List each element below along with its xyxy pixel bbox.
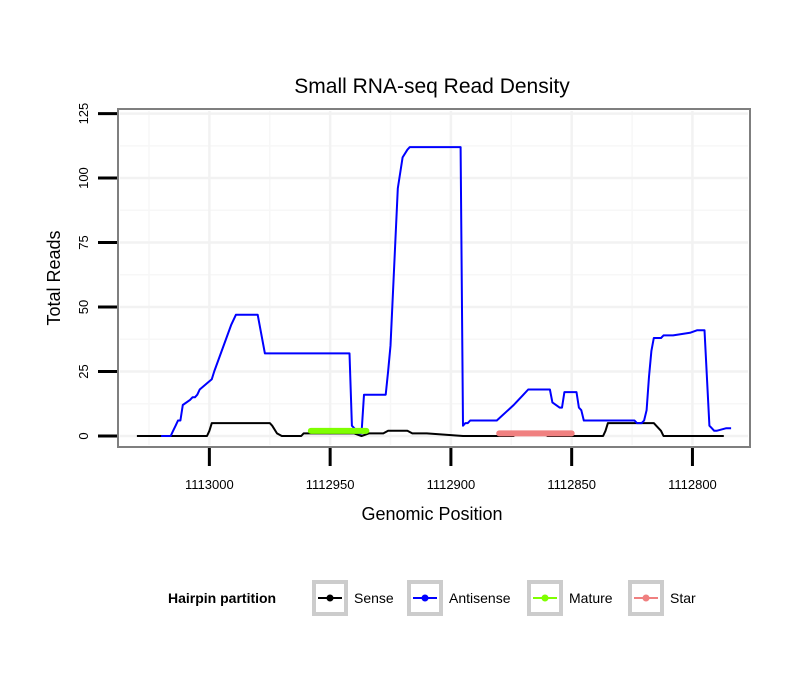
legend-key-point bbox=[421, 594, 429, 602]
legend-label-antisense: Antisense bbox=[449, 590, 511, 606]
legend-entry-mature: Mature bbox=[527, 580, 613, 616]
x-tick-label: 1112850 bbox=[547, 477, 596, 492]
chart-title: Small RNA-seq Read Density bbox=[294, 75, 570, 98]
y-tick-label: 50 bbox=[76, 300, 91, 314]
legend-entry-antisense: Antisense bbox=[407, 580, 511, 616]
series-line-sense bbox=[136, 422, 724, 437]
y-axis-label: Total Reads bbox=[44, 230, 64, 325]
plot-frame bbox=[117, 108, 751, 448]
x-tick-label: 1112900 bbox=[427, 477, 476, 492]
x-axis-label: Genomic Position bbox=[361, 504, 502, 524]
y-tick-label: 125 bbox=[76, 103, 91, 125]
y-tick-label: 25 bbox=[76, 364, 91, 378]
legend-entry-sense: Sense bbox=[312, 580, 394, 616]
x-tick-label: 1112950 bbox=[306, 477, 355, 492]
legend-entry-star: Star bbox=[628, 580, 696, 616]
legend-label-sense: Sense bbox=[354, 590, 394, 606]
legend-key-point bbox=[642, 594, 650, 602]
x-tick-label: 1113000 bbox=[185, 477, 234, 492]
legend-key-point bbox=[326, 594, 334, 602]
x-tick-label: 1112800 bbox=[668, 477, 717, 492]
y-tick-label: 100 bbox=[76, 167, 91, 189]
legend-key-point bbox=[541, 594, 549, 602]
y-tick-label: 75 bbox=[76, 235, 91, 249]
legend: Hairpin partition Sense Antisense Mature St… bbox=[168, 580, 696, 616]
y-tick-label: 0 bbox=[76, 432, 91, 439]
grid bbox=[120, 111, 748, 445]
series-line-antisense bbox=[161, 146, 732, 437]
legend-label-mature: Mature bbox=[569, 590, 613, 606]
legend-title: Hairpin partition bbox=[168, 590, 276, 606]
legend-label-star: Star bbox=[670, 590, 696, 606]
series-layer bbox=[136, 146, 732, 437]
axis-ticks: 0 25 50 75 100 125 1113000 1112950 1112900 111285… bbox=[76, 103, 717, 492]
